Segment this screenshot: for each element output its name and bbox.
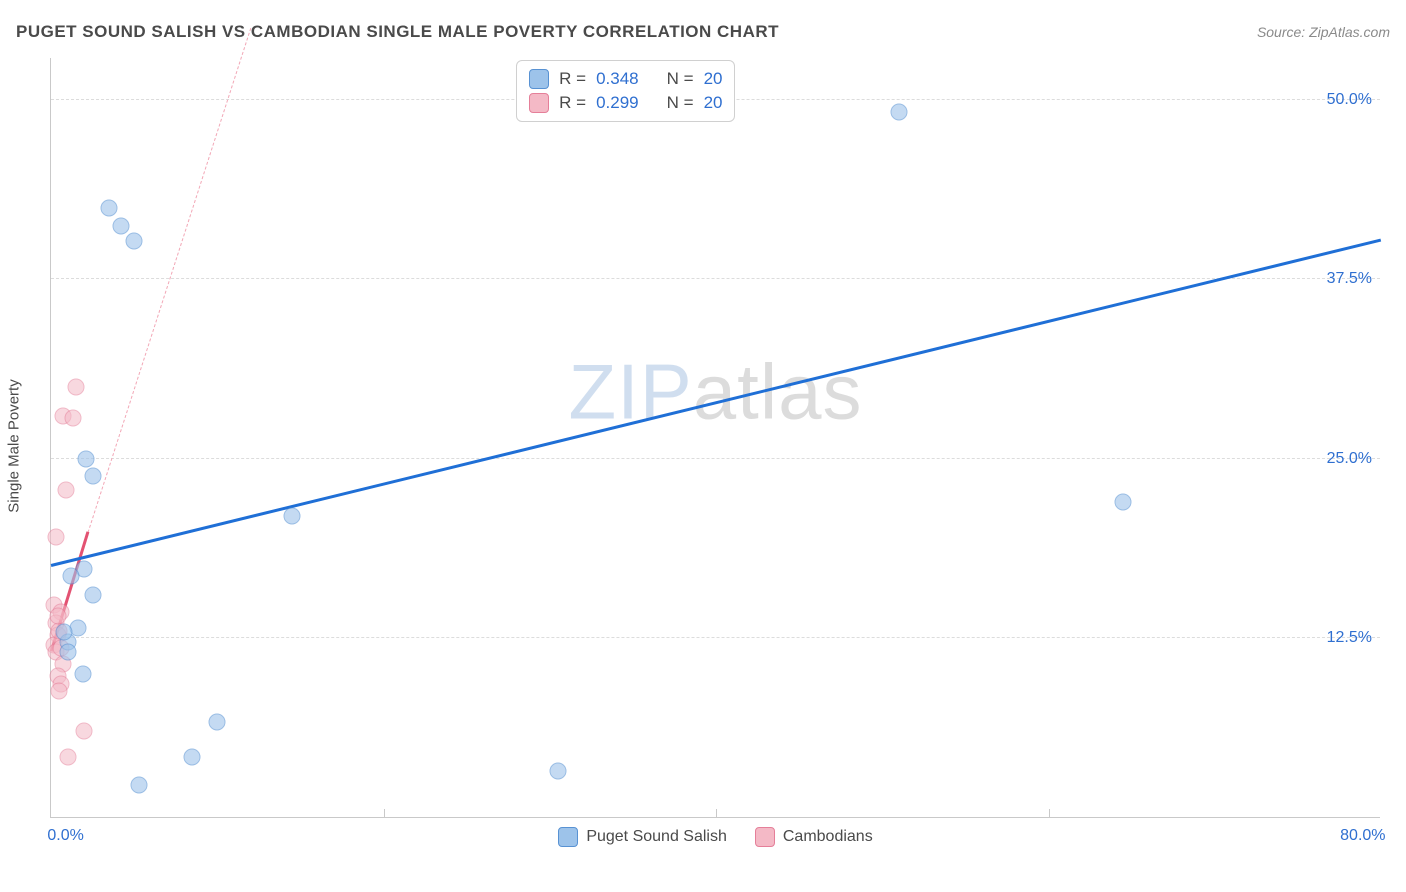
legend-r-label: R = [559, 69, 586, 89]
data-point-salish [550, 763, 567, 780]
x-minor-tick [1049, 809, 1050, 817]
legend-swatch-icon [558, 827, 578, 847]
y-tick-label: 50.0% [1327, 91, 1372, 109]
legend-n-label: N = [667, 93, 694, 113]
data-point-salish [62, 568, 79, 585]
data-point-cambodian [49, 608, 66, 625]
x-tick-label: 0.0% [47, 827, 83, 845]
legend-r-value: 0.348 [596, 69, 639, 89]
chart-source: Source: ZipAtlas.com [1257, 24, 1390, 40]
legend-n-label: N = [667, 69, 694, 89]
data-point-salish [184, 748, 201, 765]
trend-line [51, 238, 1382, 566]
x-minor-tick [716, 809, 717, 817]
data-point-salish [101, 199, 118, 216]
legend-label: Cambodians [783, 828, 873, 846]
data-point-salish [59, 644, 76, 661]
y-tick-label: 37.5% [1327, 270, 1372, 288]
legend-row: R = 0.348 N = 20 [529, 67, 722, 91]
scatter-plot: ZIPatlas Puget Sound Salish Cambodians 1… [50, 58, 1380, 818]
data-point-cambodian [59, 748, 76, 765]
watermark-atlas: atlas [693, 347, 863, 435]
data-point-salish [126, 232, 143, 249]
data-point-salish [84, 586, 101, 603]
gridline [51, 458, 1380, 459]
y-tick-label: 12.5% [1327, 629, 1372, 647]
data-point-cambodian [67, 378, 84, 395]
legend-item-salish: Puget Sound Salish [558, 827, 727, 847]
data-point-cambodian [51, 682, 68, 699]
data-point-cambodian [76, 722, 93, 739]
legend-r-label: R = [559, 93, 586, 113]
gridline [51, 637, 1380, 638]
data-point-salish [74, 665, 91, 682]
x-minor-tick [384, 809, 385, 817]
chart-header: PUGET SOUND SALISH VS CAMBODIAN SINGLE M… [16, 22, 1390, 42]
legend-swatch-icon [755, 827, 775, 847]
data-point-cambodian [47, 529, 64, 546]
x-tick-label: 80.0% [1340, 827, 1385, 845]
data-point-salish [77, 450, 94, 467]
legend-swatch-icon [529, 69, 549, 89]
legend-correlation: R = 0.348 N = 20 R = 0.299 N = 20 [516, 60, 735, 122]
y-axis-label: Single Male Poverty [6, 379, 23, 512]
chart-title: PUGET SOUND SALISH VS CAMBODIAN SINGLE M… [16, 22, 779, 42]
legend-bottom: Puget Sound Salish Cambodians [51, 827, 1380, 847]
data-point-salish [56, 624, 73, 641]
data-point-cambodian [64, 410, 81, 427]
data-point-salish [284, 507, 301, 524]
gridline [51, 278, 1380, 279]
y-tick-label: 25.0% [1327, 450, 1372, 468]
legend-n-value: 20 [704, 93, 723, 113]
data-point-salish [1115, 493, 1132, 510]
legend-row: R = 0.299 N = 20 [529, 91, 722, 115]
data-point-salish [84, 467, 101, 484]
data-point-salish [112, 218, 129, 235]
watermark: ZIPatlas [568, 346, 862, 437]
legend-item-cambodian: Cambodians [755, 827, 873, 847]
data-point-cambodian [57, 482, 74, 499]
data-point-salish [209, 714, 226, 731]
legend-n-value: 20 [704, 69, 723, 89]
data-point-salish [131, 777, 148, 794]
legend-swatch-icon [529, 93, 549, 113]
legend-r-value: 0.299 [596, 93, 639, 113]
data-point-salish [890, 103, 907, 120]
legend-label: Puget Sound Salish [586, 828, 727, 846]
